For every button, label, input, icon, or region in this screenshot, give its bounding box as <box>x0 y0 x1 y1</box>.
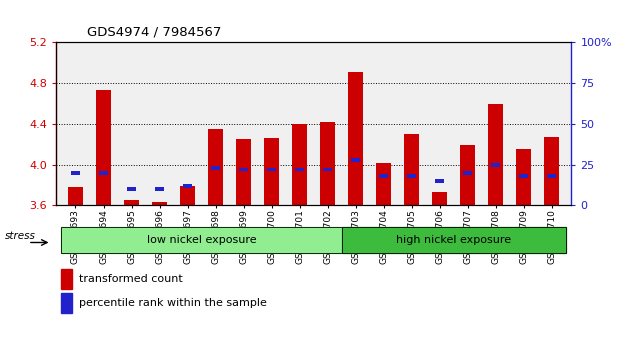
Bar <box>407 174 416 178</box>
Bar <box>267 167 276 171</box>
Bar <box>236 139 252 205</box>
Bar <box>435 179 444 183</box>
Bar <box>68 187 83 205</box>
Bar <box>99 171 108 175</box>
Bar <box>342 227 566 253</box>
Text: stress: stress <box>4 231 35 241</box>
Text: percentile rank within the sample: percentile rank within the sample <box>79 298 266 308</box>
Bar <box>208 129 224 205</box>
Bar <box>292 124 307 205</box>
Bar <box>491 163 500 166</box>
Bar <box>295 167 304 171</box>
Bar <box>211 166 220 170</box>
Bar <box>516 149 532 205</box>
Bar <box>351 158 360 162</box>
Bar <box>96 90 111 205</box>
Bar <box>376 162 391 205</box>
Bar <box>61 227 342 253</box>
Bar <box>127 187 136 191</box>
Bar <box>379 174 388 178</box>
Bar <box>61 269 73 289</box>
Bar <box>152 202 167 205</box>
Bar <box>342 227 566 253</box>
Bar <box>323 167 332 171</box>
Bar <box>519 174 528 178</box>
Bar <box>180 186 195 205</box>
Text: low nickel exposure: low nickel exposure <box>147 235 256 245</box>
Bar <box>71 171 80 175</box>
Bar <box>183 184 192 188</box>
Bar <box>61 227 342 253</box>
Bar <box>488 104 504 205</box>
Bar <box>544 137 560 205</box>
Bar <box>547 174 556 178</box>
Bar <box>463 171 472 175</box>
Bar <box>460 145 476 205</box>
Bar <box>61 293 73 313</box>
Bar <box>432 192 447 205</box>
Text: transformed count: transformed count <box>79 274 183 284</box>
Text: high nickel exposure: high nickel exposure <box>396 235 511 245</box>
Bar <box>124 200 139 205</box>
Bar <box>239 167 248 171</box>
Bar <box>264 138 279 205</box>
Bar <box>348 72 363 205</box>
Bar <box>404 134 419 205</box>
Bar <box>155 187 164 191</box>
Text: GDS4974 / 7984567: GDS4974 / 7984567 <box>87 26 221 39</box>
Bar <box>320 122 335 205</box>
